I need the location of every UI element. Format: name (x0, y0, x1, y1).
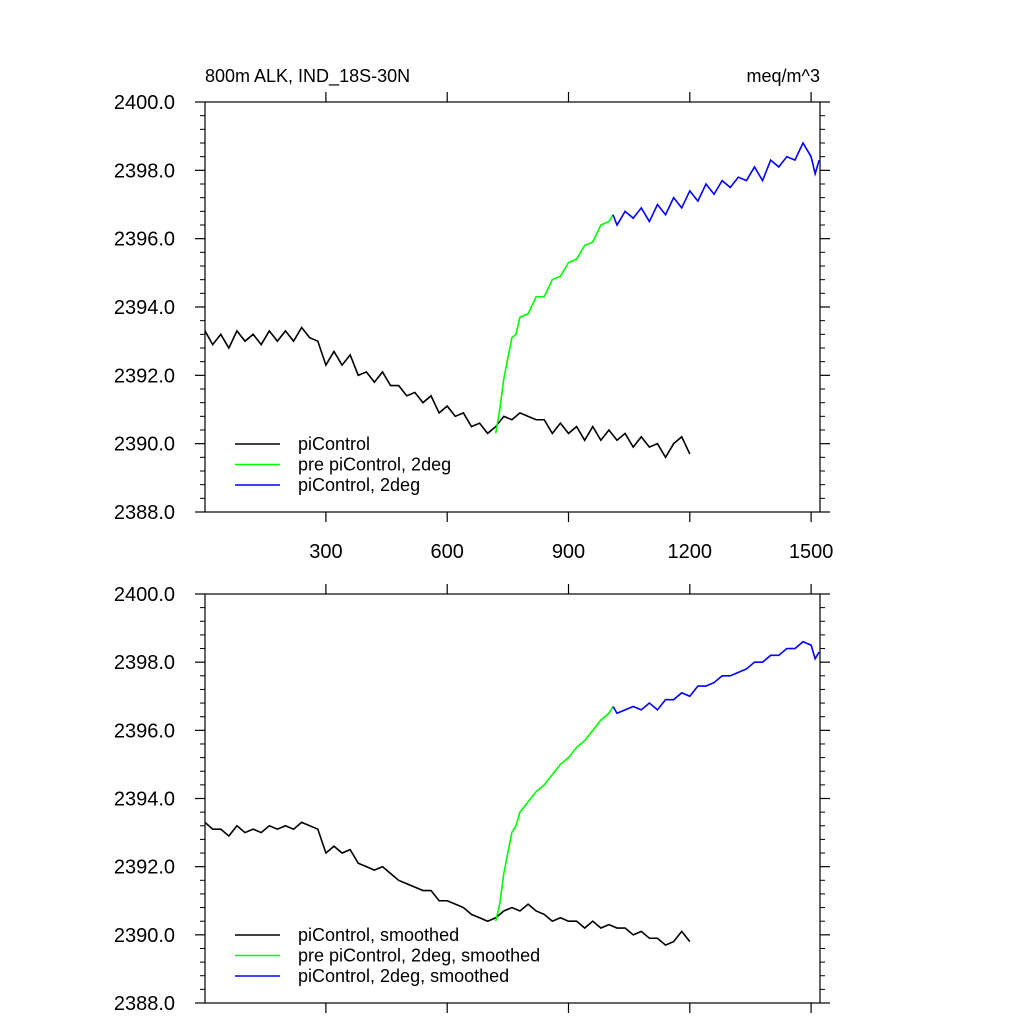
legend-label: piControl, 2deg, smoothed (298, 966, 509, 986)
y-tick-label: 2390.0 (114, 434, 175, 456)
legend-label: pre piControl, 2deg (298, 455, 451, 475)
y-tick-label: 2392.0 (114, 857, 175, 879)
y-tick-label: 2398.0 (114, 652, 175, 674)
units-label: meq/m^3 (747, 66, 820, 86)
panel: 800m ALK, IND_18S-30N meq/m^3 2388.0 2390.0… (114, 66, 834, 563)
legend-label: piControl (298, 434, 370, 454)
y-tick-label: 2394.0 (114, 297, 175, 319)
y-tick-label: 2400.0 (114, 584, 175, 606)
x-tick-label: 300 (309, 541, 342, 563)
y-tick-label: 2400.0 (114, 92, 175, 114)
series-line (204, 326, 691, 459)
y-tick-label: 2396.0 (114, 720, 175, 742)
panel: 2388.0 2390.0 2392.0 2394.0 2396.0 2398.0 2400… (114, 584, 830, 1015)
y-tick-label: 2394.0 (114, 789, 175, 811)
y-tick-label: 2392.0 (114, 365, 175, 387)
y-tick-label: 2398.0 (114, 160, 175, 182)
y-tick-label: 2388.0 (114, 502, 175, 524)
y-tick-label: 2396.0 (114, 229, 175, 251)
series-line (204, 821, 691, 946)
chart-title: 800m ALK, IND_18S-30N (205, 66, 410, 87)
x-tick-label: 1500 (789, 541, 834, 563)
series-line (612, 141, 820, 227)
x-tick-label: 900 (552, 541, 585, 563)
x-tick-label: 1200 (668, 541, 713, 563)
series-line (494, 706, 614, 922)
legend-label: piControl, 2deg (298, 475, 420, 495)
legend-label: piControl, smoothed (298, 925, 459, 945)
legend-label: pre piControl, 2deg, smoothed (298, 946, 540, 966)
x-tick-label: 600 (431, 541, 464, 563)
y-tick-label: 2390.0 (114, 925, 175, 947)
y-tick-label: 2388.0 (114, 993, 175, 1015)
series-line (612, 640, 820, 715)
series-line (494, 214, 614, 434)
